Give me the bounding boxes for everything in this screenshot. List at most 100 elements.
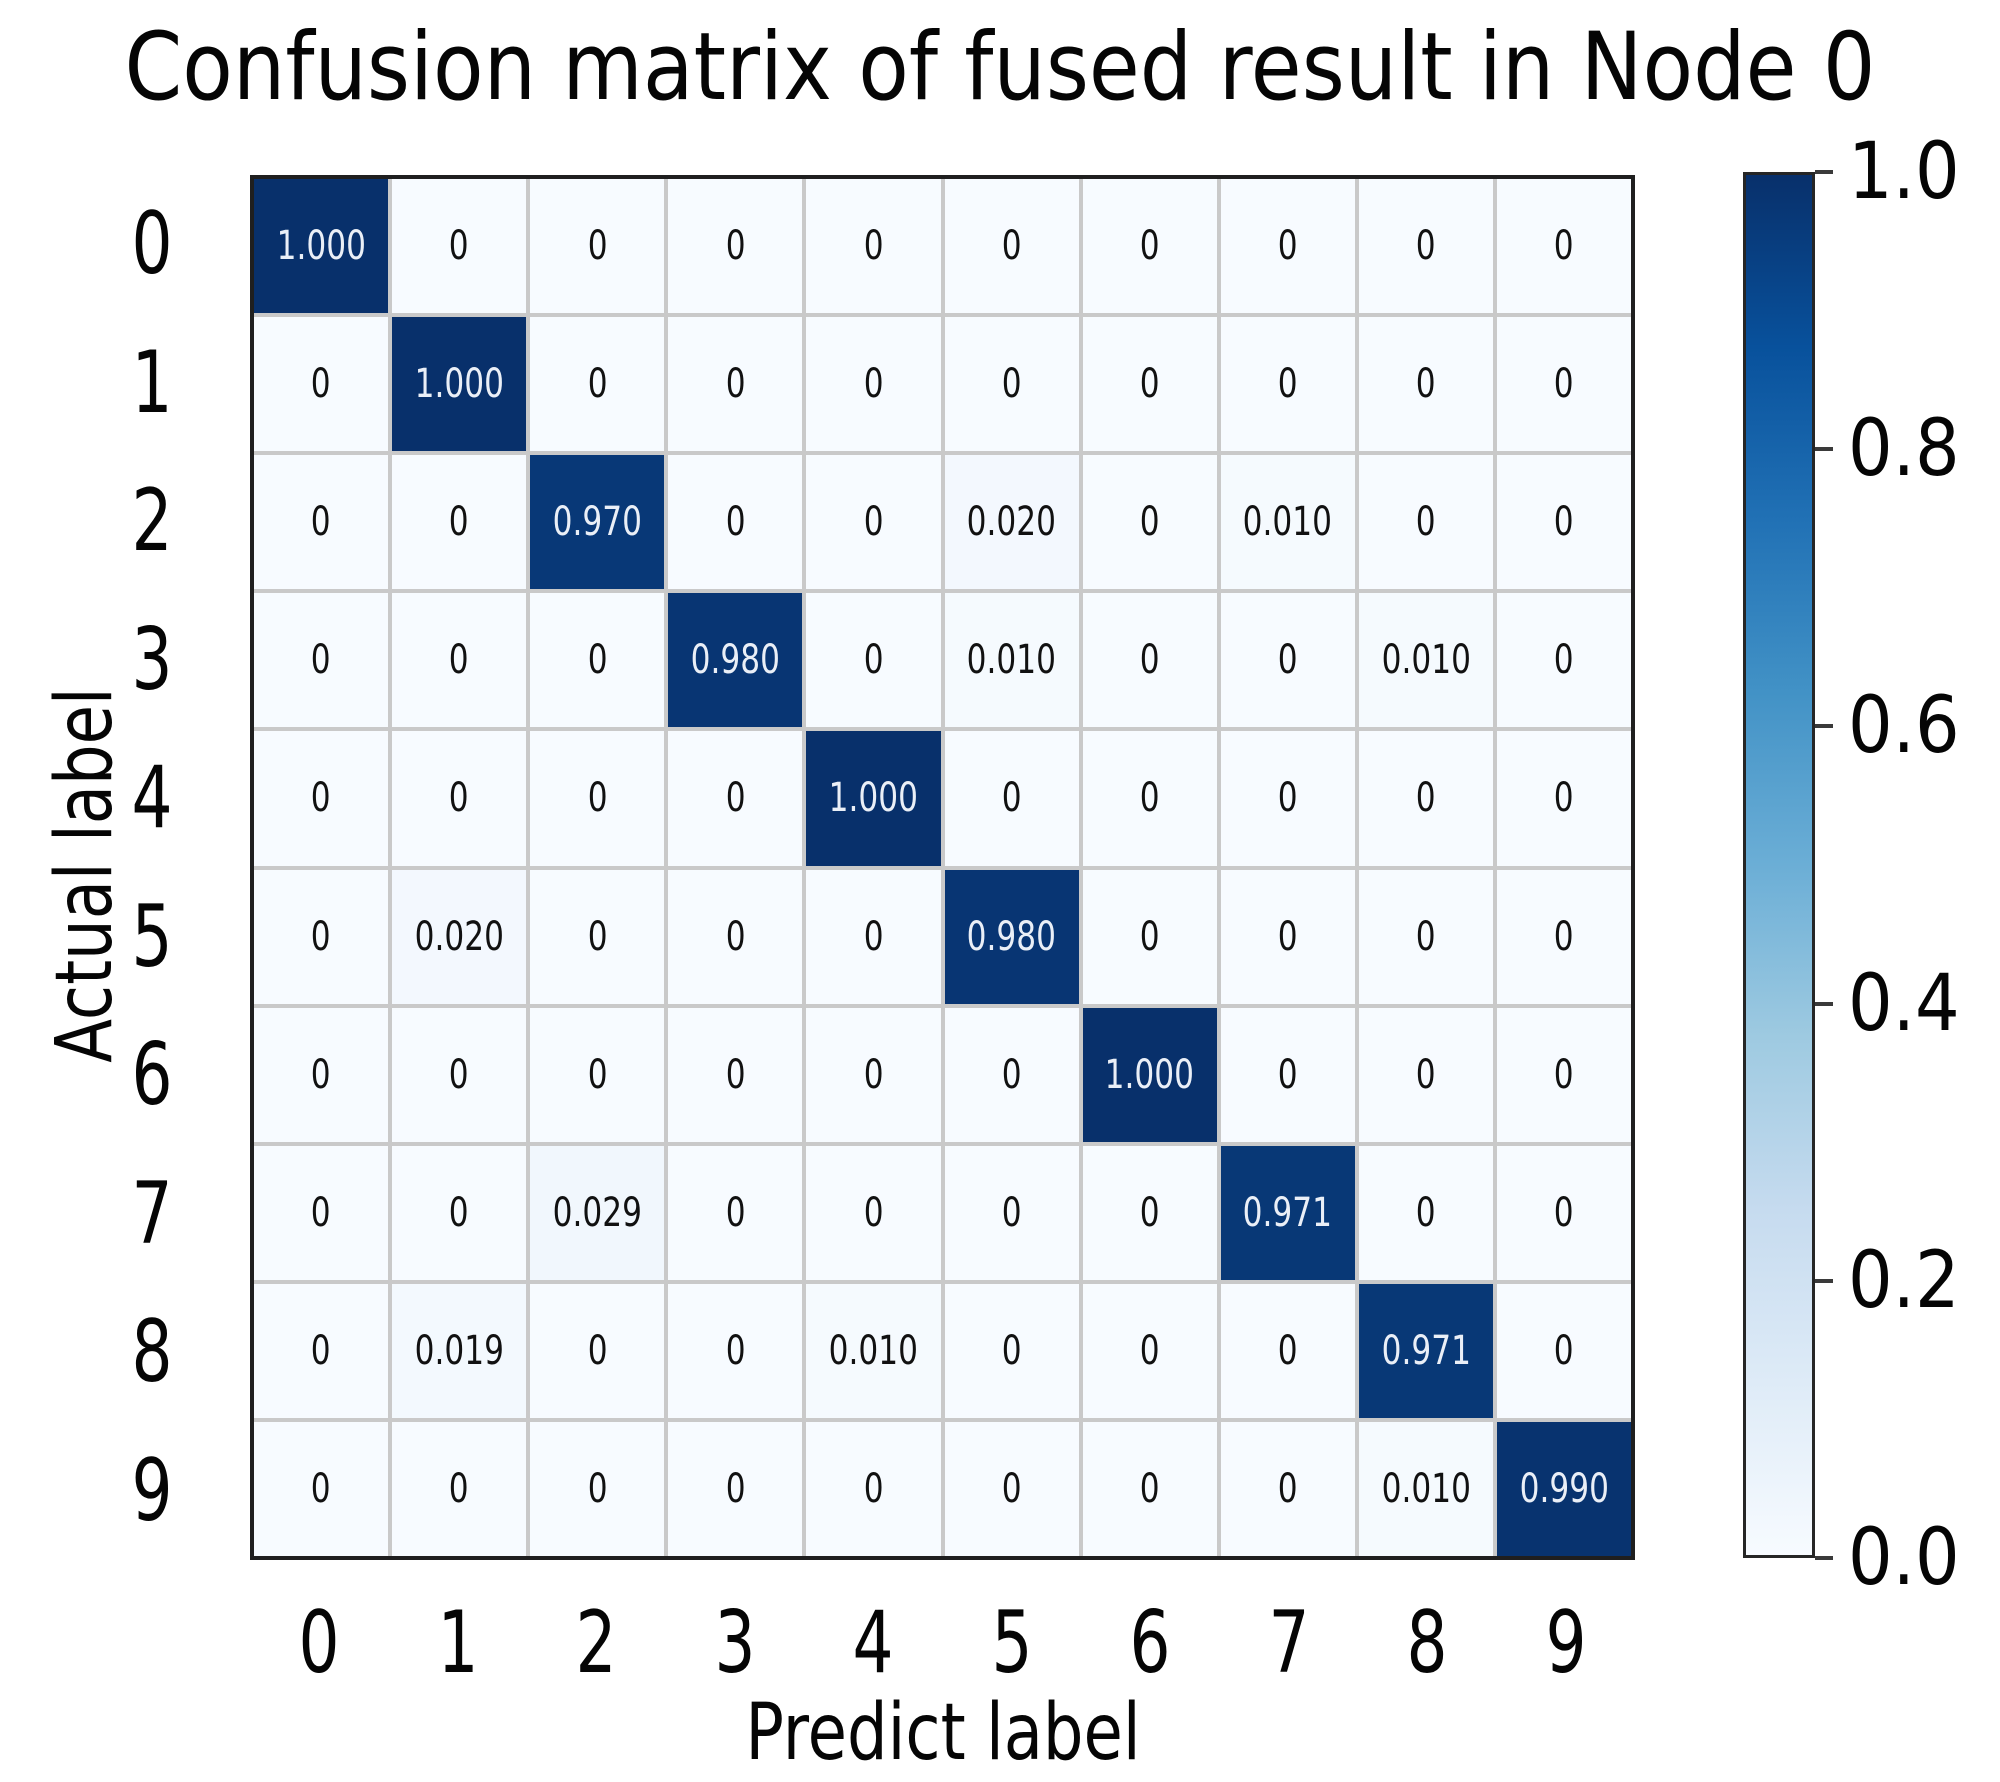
matrix-cell: 0 xyxy=(1082,179,1217,314)
matrix-cell: 0.980 xyxy=(668,593,803,728)
matrix-cell: 0 xyxy=(1496,593,1631,728)
matrix-cell-value: 0.971 xyxy=(1381,1327,1471,1374)
matrix-cell: 0 xyxy=(254,731,389,866)
matrix-cell-value: 0.010 xyxy=(828,1327,919,1374)
matrix-cell-value: 0 xyxy=(725,1327,746,1374)
matrix-cell: 0 xyxy=(806,179,941,314)
matrix-cell-value: 0 xyxy=(587,223,608,270)
matrix-cell: 0 xyxy=(944,1283,1079,1418)
matrix-cell-value: 0 xyxy=(311,499,331,546)
matrix-cell: 0 xyxy=(254,869,389,1004)
matrix-cell: 0 xyxy=(1358,179,1493,314)
matrix-cell: 0 xyxy=(944,1421,1079,1556)
matrix-cell-value: 0 xyxy=(1554,775,1574,822)
matrix-cell-value: 0 xyxy=(311,361,331,408)
matrix-cell: 0 xyxy=(1082,1283,1217,1418)
matrix-cell: 0 xyxy=(392,1421,527,1556)
x-tick-label: 5 xyxy=(991,1593,1033,1693)
matrix-cell-value: 0 xyxy=(587,637,608,684)
matrix-cell: 0.980 xyxy=(944,869,1079,1004)
matrix-cell: 0 xyxy=(668,1007,803,1142)
matrix-cell-value: 0 xyxy=(449,1465,470,1512)
matrix-cell-value: 0 xyxy=(1415,1189,1436,1236)
matrix-cell-value: 0 xyxy=(1554,361,1574,408)
matrix-cell: 0 xyxy=(1082,1421,1217,1556)
y-tick-label: 0 xyxy=(131,194,173,295)
matrix-cell: 0 xyxy=(1220,1007,1355,1142)
matrix-cell-value: 0 xyxy=(311,1465,331,1512)
matrix-cell: 0 xyxy=(668,179,803,314)
matrix-cell-value: 0 xyxy=(1139,1465,1160,1512)
matrix-cell-value: 0 xyxy=(863,1189,884,1236)
matrix-cell: 0 xyxy=(944,317,1079,452)
matrix-cell: 0 xyxy=(254,1421,389,1556)
matrix-cell-value: 0 xyxy=(1277,637,1298,684)
matrix-cell: 0 xyxy=(1358,455,1493,590)
matrix-cell-value: 0 xyxy=(863,1465,884,1512)
matrix-cell: 0 xyxy=(1358,869,1493,1004)
matrix-cell: 0.990 xyxy=(1496,1421,1631,1556)
matrix-cell-value: 0.980 xyxy=(966,913,1057,960)
matrix-cell: 1.000 xyxy=(1082,1007,1217,1142)
x-tick-label: 6 xyxy=(1129,1593,1171,1693)
colorbar-tick xyxy=(1815,1278,1833,1283)
matrix-cell-value: 0 xyxy=(1277,361,1298,408)
matrix-cell: 0 xyxy=(1358,317,1493,452)
matrix-cell: 0.971 xyxy=(1358,1283,1493,1418)
matrix-cell-value: 0.020 xyxy=(966,499,1057,546)
colorbar-tick-label: 0.4 xyxy=(1848,958,1960,1049)
matrix-cell-value: 0 xyxy=(587,1465,608,1512)
matrix-cell-value: 0 xyxy=(1554,1327,1574,1374)
matrix-cell: 0 xyxy=(254,317,389,452)
x-tick-label: 1 xyxy=(437,1593,479,1693)
matrix-cell-value: 0 xyxy=(449,775,470,822)
matrix-cell-value: 0 xyxy=(449,1051,470,1098)
matrix-cell-value: 0 xyxy=(311,775,331,822)
matrix-cell: 0 xyxy=(1496,179,1631,314)
matrix-cell: 1.000 xyxy=(254,179,389,314)
colorbar-tick-label: 0.8 xyxy=(1848,404,1960,495)
matrix-cell-value: 0 xyxy=(1001,1327,1022,1374)
matrix-cell: 0 xyxy=(392,731,527,866)
matrix-cell-value: 0 xyxy=(1139,223,1160,270)
matrix-cell: 0 xyxy=(1220,593,1355,728)
matrix-cell-value: 0 xyxy=(311,1327,331,1374)
matrix-cell-value: 0 xyxy=(587,1327,608,1374)
matrix-cell-value: 1.000 xyxy=(828,775,919,822)
matrix-cell-value: 0 xyxy=(1001,1465,1022,1512)
matrix-cell: 0 xyxy=(530,1421,665,1556)
matrix-cell: 0 xyxy=(1496,317,1631,452)
matrix-cell-value: 0 xyxy=(1415,361,1436,408)
matrix-cell-value: 0 xyxy=(587,1051,608,1098)
matrix-cell-value: 0 xyxy=(1554,499,1574,546)
y-axis-title: Actual label xyxy=(40,687,130,1063)
y-tick-label: 4 xyxy=(131,748,173,849)
matrix-cell: 0 xyxy=(1496,1145,1631,1280)
matrix-cell: 0.029 xyxy=(530,1145,665,1280)
matrix-cell: 0 xyxy=(806,593,941,728)
matrix-cell: 0.010 xyxy=(944,593,1079,728)
matrix-cell: 0 xyxy=(392,1007,527,1142)
matrix-cell-value: 0 xyxy=(1554,223,1574,270)
matrix-cell-value: 0 xyxy=(1139,361,1160,408)
matrix-cell-value: 0 xyxy=(1554,637,1574,684)
matrix-cell-value: 0 xyxy=(1415,1051,1436,1098)
matrix-cell: 0 xyxy=(668,1145,803,1280)
matrix-cell-value: 0 xyxy=(725,223,746,270)
matrix-cell-value: 0 xyxy=(449,499,470,546)
matrix-cell: 0 xyxy=(530,317,665,452)
matrix-cell: 0.010 xyxy=(806,1283,941,1418)
matrix-cell: 0 xyxy=(1220,1283,1355,1418)
matrix-cell: 0 xyxy=(530,1283,665,1418)
matrix-cell: 0 xyxy=(1082,1145,1217,1280)
matrix-cell-value: 0 xyxy=(1001,775,1022,822)
colorbar-tick-label: 1.0 xyxy=(1848,127,1960,217)
matrix-cell: 0 xyxy=(668,869,803,1004)
matrix-cell: 0 xyxy=(254,1007,389,1142)
matrix-cell-value: 1.000 xyxy=(1104,1051,1195,1098)
matrix-cell-value: 0 xyxy=(311,913,331,960)
matrix-cell-value: 0 xyxy=(863,637,884,684)
matrix-cell: 0.971 xyxy=(1220,1145,1355,1280)
matrix-cell: 0 xyxy=(668,455,803,590)
